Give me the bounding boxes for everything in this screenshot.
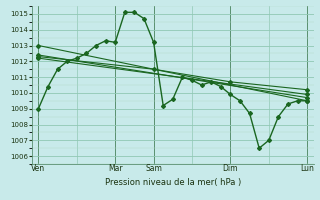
- Text: Sam: Sam: [145, 164, 162, 173]
- Text: Mar: Mar: [108, 164, 123, 173]
- Text: Ven: Ven: [31, 164, 45, 173]
- Text: Lun: Lun: [300, 164, 314, 173]
- X-axis label: Pression niveau de la mer( hPa ): Pression niveau de la mer( hPa ): [105, 178, 241, 187]
- Text: Dim: Dim: [223, 164, 238, 173]
